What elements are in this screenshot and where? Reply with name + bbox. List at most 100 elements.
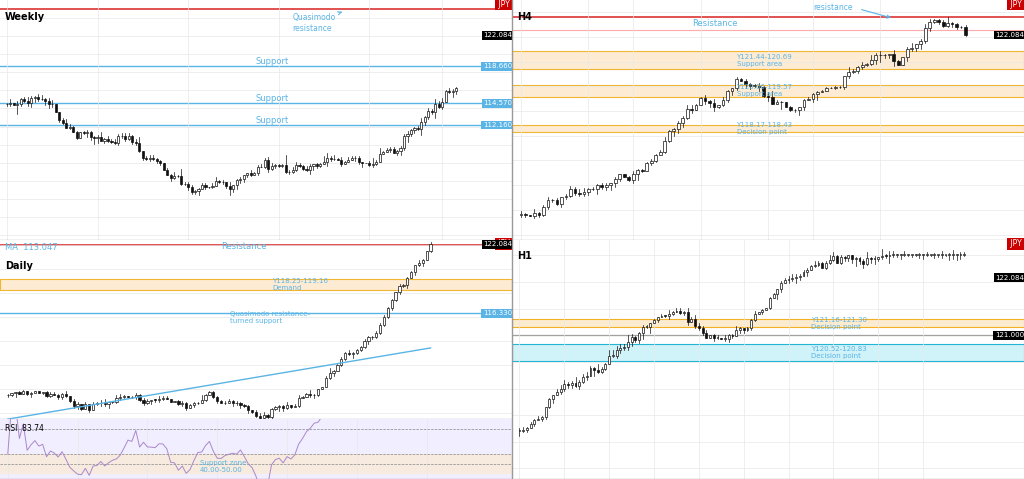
Bar [14,392,16,393]
Bar [780,283,782,289]
Bar [722,100,724,105]
Text: JPY: JPY [496,240,512,249]
Bar [53,394,55,395]
Bar [170,174,172,178]
Bar [560,389,561,392]
Bar [754,314,756,320]
Bar [713,335,715,338]
Bar [369,163,371,165]
Bar [687,312,688,322]
Bar [298,165,301,166]
Bar [720,338,722,339]
Bar [298,398,300,406]
Bar [212,392,214,397]
Bar [422,260,424,262]
Bar [615,350,617,356]
Bar [321,387,324,389]
Bar [162,398,164,399]
Bar [645,163,648,171]
Bar [305,169,307,170]
Bar [211,185,214,187]
Bar [701,328,703,333]
Bar [441,102,443,107]
Bar [574,383,577,386]
Bar [563,385,565,389]
Bar [578,193,581,194]
Bar [650,161,652,163]
Text: 121.000: 121.000 [995,332,1024,338]
Bar [257,167,259,173]
Bar [124,136,126,139]
Bar [859,258,860,262]
Bar [728,335,730,339]
Text: Resistance: Resistance [691,19,737,28]
Bar [924,28,927,41]
Text: Quasimodo
resistance: Quasimodo resistance [813,0,890,18]
Bar [127,396,129,397]
Bar [327,158,329,162]
Bar [145,158,147,159]
Bar [518,430,520,431]
Bar [649,323,651,327]
Bar [735,79,738,88]
Bar [243,175,245,180]
Bar [387,308,389,317]
Bar [529,424,531,428]
Bar [668,314,670,316]
Text: Daily: Daily [5,261,33,271]
Bar [205,395,207,399]
Bar [375,161,377,164]
Bar [541,417,543,419]
Bar [946,23,949,26]
Bar [874,55,878,60]
Bar [392,149,394,153]
Bar [16,103,18,105]
Bar [614,179,616,183]
Bar [534,420,536,424]
Bar [351,159,353,160]
Bar [528,215,531,217]
Bar [948,254,950,255]
Bar [937,254,939,255]
Bar [706,333,708,338]
Bar [911,254,912,255]
Bar [228,185,231,189]
Bar [0,454,512,474]
Bar [739,328,741,330]
Bar [193,403,196,405]
Bar [955,24,958,27]
Bar [181,403,183,404]
Bar [106,139,109,141]
Bar [526,428,528,430]
Text: Y120.06-119.57
Support area: Y120.06-119.57 Support area [736,84,793,98]
Bar [754,85,756,86]
Bar [795,277,797,278]
Bar [103,403,105,404]
Bar [86,132,88,133]
Bar [746,328,749,330]
Bar [188,405,191,408]
Bar [309,166,311,170]
Bar [57,395,59,397]
Bar [279,406,281,407]
Bar [807,99,810,100]
Bar [220,401,222,403]
Bar [399,148,401,151]
Bar [810,266,812,270]
Bar [765,308,767,310]
Bar [710,335,711,338]
Bar [547,200,549,206]
Bar [329,373,331,378]
Bar [158,399,160,400]
Bar [372,164,374,165]
Bar [89,132,91,137]
Bar [170,399,172,401]
Bar [600,185,603,187]
Bar [660,316,663,317]
Bar [549,399,550,407]
Bar [357,158,359,162]
Bar [933,254,935,255]
Bar [232,185,234,189]
Bar [274,165,276,166]
Bar [731,88,733,91]
